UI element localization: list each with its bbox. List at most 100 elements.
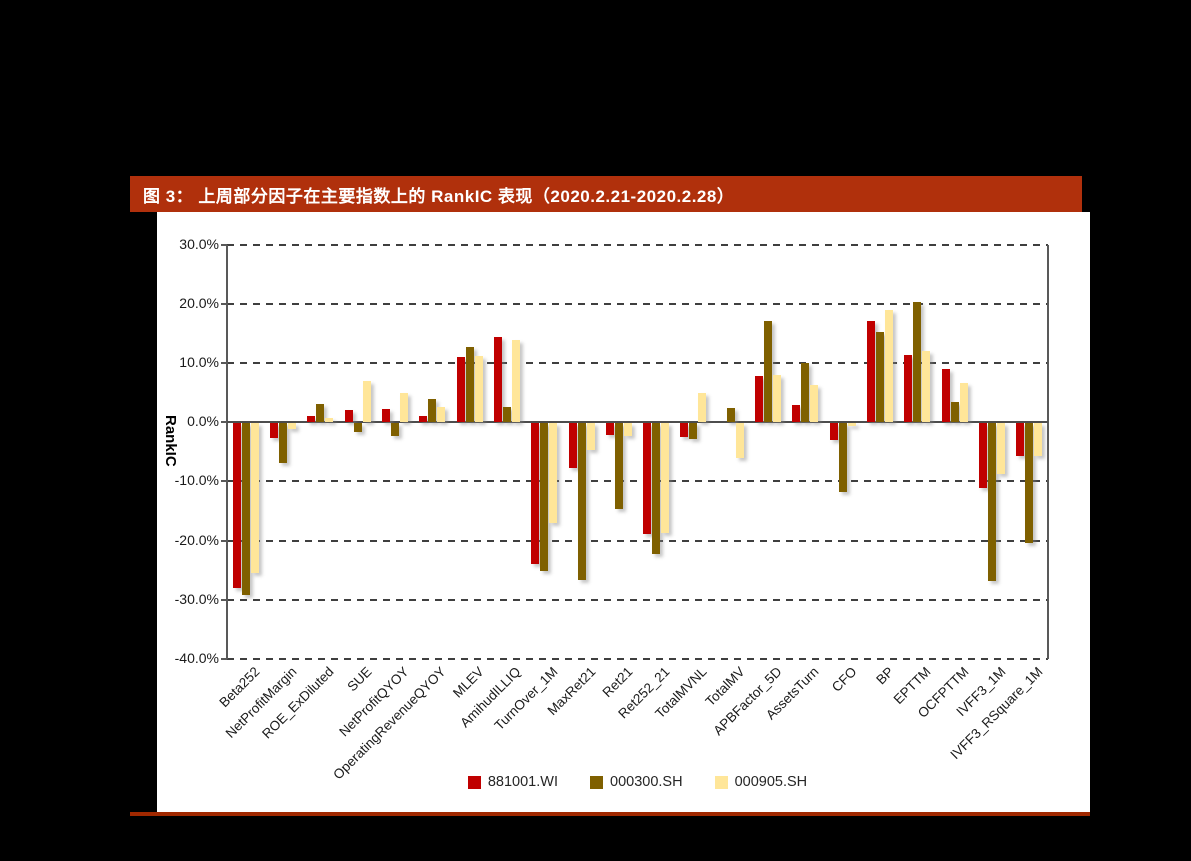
bar-000905.SH-BP <box>885 310 894 423</box>
bar-881001.WI-Ret21 <box>605 423 614 436</box>
bar-000300.SH-BP <box>876 332 885 423</box>
y-tick-label: -10.0% <box>174 472 219 489</box>
y-tick-label: -40.0% <box>174 649 219 666</box>
plot-right-border <box>1047 245 1049 659</box>
y-tick-label: 20.0% <box>179 295 219 312</box>
bar-000300.SH-AmihudILLIQ <box>502 406 511 423</box>
bar-000300.SH-TotalMVNL <box>689 423 698 439</box>
bar-000905.SH-IVFF3_1M <box>997 423 1006 475</box>
y-tick-label: 0.0% <box>187 413 219 430</box>
legend-label-000905.SH: 000905.SH <box>734 774 808 790</box>
bar-000300.SH-CFO <box>838 423 847 492</box>
bar-000300.SH-APBFactor_5D <box>764 320 773 423</box>
y-axis-tick <box>221 598 227 601</box>
gridline-30 <box>227 244 1048 246</box>
y-axis-title: RankIC <box>162 415 179 467</box>
y-axis-tick <box>221 362 227 365</box>
bar-000300.SH-IVFF3_RSquare_1M <box>1025 423 1034 543</box>
bar-000300.SH-Ret21 <box>614 423 623 509</box>
bar-881001.WI-TurnOver_1M <box>531 423 540 564</box>
figure-title-bar: 图 3： 上周部分因子在主要指数上的 RankIC 表现（2020.2.21-2… <box>130 176 1082 212</box>
bar-881001.WI-TotalMVNL <box>680 423 689 438</box>
bar-000300.SH-EPTTM <box>913 301 922 423</box>
bar-000905.SH-OCFPTTM <box>959 382 968 423</box>
bar-000300.SH-TotalMV <box>726 408 735 423</box>
bar-000905.SH-ROE_ExDiluted <box>325 417 334 423</box>
bar-000905.SH-OperatingRevenueQYOY <box>437 406 446 423</box>
bar-881001.WI-OperatingRevenueQYOY <box>419 416 428 423</box>
bar-881001.WI-AmihudILLIQ <box>493 336 502 423</box>
bar-000905.SH-APBFactor_5D <box>773 375 782 423</box>
bar-000300.SH-AssetsTurn <box>801 363 810 423</box>
chart-panel: RankIC 30.0% 20.0% 10.0% 0.0% -10.0% -20.0% -3… <box>157 212 1090 813</box>
bar-000905.SH-MLEV <box>474 355 483 423</box>
legend-item-000905.SH: 000905.SH <box>714 774 808 790</box>
zero-line <box>227 421 1048 424</box>
bar-000300.SH-ROE_ExDiluted <box>316 403 325 423</box>
bar-000300.SH-NetProfitMargin <box>278 423 287 464</box>
bar-881001.WI-Ret252_21 <box>643 423 652 535</box>
bar-881001.WI-EPTTM <box>904 354 913 423</box>
bar-000905.SH-IVFF3_RSquare_1M <box>1034 423 1043 457</box>
bar-000300.SH-IVFF3_1M <box>988 423 997 581</box>
gridline-10 <box>227 362 1048 365</box>
legend-label-881001.WI: 881001.WI <box>487 774 558 790</box>
legend-label-000300.SH: 000300.SH <box>610 774 683 790</box>
bar-000300.SH-Ret252_21 <box>652 423 661 554</box>
bar-881001.WI-MLEV <box>456 356 465 423</box>
bottom-separator-line <box>130 812 1090 816</box>
legend-swatch-881001.WI <box>467 775 481 789</box>
bar-000905.SH-AmihudILLIQ <box>511 339 520 423</box>
bar-000300.SH-MaxRet21 <box>577 423 586 580</box>
gridline--10 <box>227 480 1048 483</box>
bar-000905.SH-EPTTM <box>922 350 931 423</box>
legend-item-881001.WI: 881001.WI <box>467 774 558 790</box>
bar-000300.SH-OCFPTTM <box>950 402 959 423</box>
bar-000905.SH-TotalMV <box>735 423 744 459</box>
bar-000905.SH-Beta252 <box>250 423 259 574</box>
bar-000300.SH-MLEV <box>465 347 474 423</box>
y-tick-label: -30.0% <box>174 590 219 607</box>
bar-881001.WI-IVFF3_RSquare_1M <box>1016 423 1025 456</box>
bar-881001.WI-AssetsTurn <box>792 404 801 423</box>
bar-881001.WI-ROE_ExDiluted <box>307 415 316 423</box>
y-tick-label: 30.0% <box>179 236 219 252</box>
bar-881001.WI-CFO <box>829 423 838 440</box>
bar-000300.SH-SUE <box>353 423 362 432</box>
bar-881001.WI-SUE <box>344 409 353 423</box>
y-axis-tick <box>221 421 227 424</box>
y-axis-tick <box>221 480 227 483</box>
gridline--20 <box>227 539 1048 542</box>
bar-000905.SH-Ret252_21 <box>661 423 670 533</box>
y-tick-label: 10.0% <box>179 354 219 371</box>
figure-title: 图 3： 上周部分因子在主要指数上的 RankIC 表现（2020.2.21-2… <box>143 186 735 206</box>
bar-000905.SH-SUE <box>362 380 371 423</box>
bar-000300.SH-Beta252 <box>241 423 250 595</box>
bar-881001.WI-IVFF3_1M <box>979 423 988 489</box>
bar-000905.SH-Ret21 <box>623 423 632 436</box>
bar-000300.SH-NetProfitQYOY <box>390 423 399 437</box>
bar-000905.SH-NetProfitMargin <box>287 423 296 429</box>
legend-item-000300.SH: 000300.SH <box>590 774 683 790</box>
bar-881001.WI-NetProfitMargin <box>269 423 278 439</box>
bar-881001.WI-BP <box>867 321 876 423</box>
legend-swatch-000905.SH <box>714 775 728 789</box>
bar-000905.SH-TotalMVNL <box>698 393 707 423</box>
y-axis-tick <box>221 657 227 660</box>
legend-swatch-000300.SH <box>590 775 603 789</box>
bar-881001.WI-Beta252 <box>232 423 241 589</box>
y-axis-tick <box>221 244 227 246</box>
gridline--30 <box>227 598 1048 601</box>
chart-legend: 881001.WI 000300.SH 000905.SH <box>227 772 1048 792</box>
gridline-20 <box>227 303 1048 306</box>
bar-000905.SH-TurnOver_1M <box>549 423 558 523</box>
bar-881001.WI-APBFactor_5D <box>755 376 764 423</box>
bar-881001.WI-NetProfitQYOY <box>381 409 390 423</box>
bar-000300.SH-OperatingRevenueQYOY <box>428 399 437 423</box>
bar-000905.SH-AssetsTurn <box>810 385 819 423</box>
y-axis-line <box>226 245 228 659</box>
y-axis-tick <box>221 303 227 306</box>
bar-881001.WI-MaxRet21 <box>568 423 577 468</box>
y-axis-tick <box>221 539 227 542</box>
bar-000905.SH-NetProfitQYOY <box>399 392 408 423</box>
